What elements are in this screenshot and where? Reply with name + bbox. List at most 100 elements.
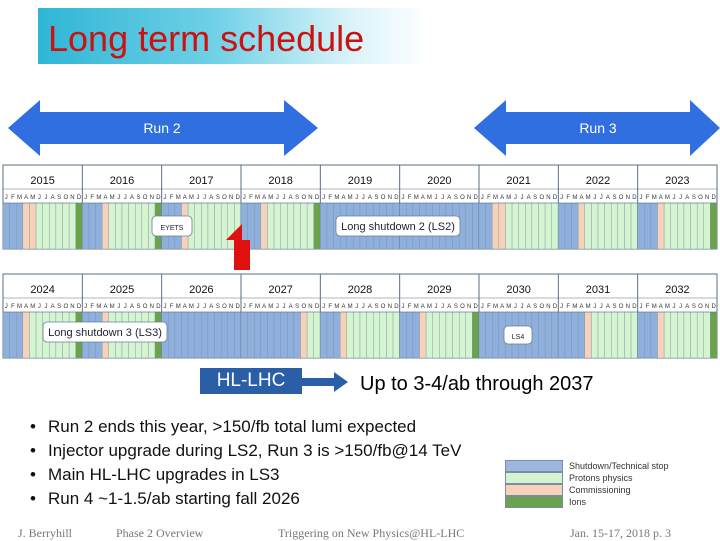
month-letter: F <box>646 195 650 201</box>
month-block <box>703 311 711 359</box>
period-label-box <box>335 215 461 237</box>
year-label: 2029 <box>427 284 451 296</box>
month-block <box>168 311 176 359</box>
month-block <box>485 311 493 359</box>
red-up-arrow <box>226 224 250 270</box>
month-letter: F <box>90 304 94 310</box>
month-block <box>141 202 149 250</box>
month-letter: D <box>553 195 558 201</box>
month-letter: D <box>236 195 241 201</box>
period-label-box <box>151 215 193 237</box>
month-letter: M <box>665 195 670 201</box>
month-block <box>29 202 37 250</box>
month-letter: J <box>276 195 279 201</box>
month-letter: O <box>381 195 386 201</box>
month-letter: S <box>613 195 617 201</box>
month-letter: M <box>572 195 577 201</box>
month-letter: S <box>216 195 220 201</box>
month-letter: F <box>249 304 253 310</box>
month-block <box>478 311 486 359</box>
month-block <box>584 311 592 359</box>
month-letter: O <box>381 304 386 310</box>
month-block <box>445 311 453 359</box>
month-block <box>260 202 268 250</box>
month-letter: F <box>170 195 174 201</box>
month-block <box>121 202 129 250</box>
month-letter: M <box>334 304 339 310</box>
month-letter: M <box>414 195 419 201</box>
year-label: 2030 <box>506 284 530 296</box>
month-letter: N <box>388 195 392 201</box>
month-block <box>564 311 572 359</box>
month-block <box>293 202 301 250</box>
month-letter: M <box>652 304 657 310</box>
month-block <box>518 202 526 250</box>
month-block <box>663 202 671 250</box>
year-label: 2028 <box>348 284 372 296</box>
month-letter: J <box>362 304 365 310</box>
month-block <box>267 202 275 250</box>
month-letter: O <box>619 195 624 201</box>
month-block <box>492 311 500 359</box>
month-letter: F <box>487 195 491 201</box>
month-block <box>379 311 387 359</box>
month-letter: A <box>606 195 610 201</box>
month-letter: F <box>11 304 15 310</box>
month-letter: O <box>460 304 465 310</box>
month-block <box>465 311 473 359</box>
month-letter: S <box>454 304 458 310</box>
bullet-item: Main HL-LHC upgrades in LS3 <box>30 463 461 487</box>
month-block <box>544 202 552 250</box>
month-block <box>399 311 407 359</box>
bullet-item: Run 4 ~1-1.5/ab starting fall 2026 <box>30 487 461 511</box>
month-block <box>227 311 235 359</box>
month-block <box>657 311 665 359</box>
month-block <box>670 311 678 359</box>
month-letter: J <box>401 304 404 310</box>
hl-projection-text: Up to 3-4/ab through 2037 <box>360 373 594 395</box>
run3-label: Run 3 <box>579 120 617 136</box>
month-letter: J <box>481 304 484 310</box>
month-letter: N <box>70 195 74 201</box>
year-label: 2023 <box>665 175 689 187</box>
month-block <box>353 311 361 359</box>
month-block <box>29 311 37 359</box>
month-letter: D <box>315 195 320 201</box>
month-block <box>300 202 308 250</box>
month-block <box>485 202 493 250</box>
month-letter: A <box>289 195 293 201</box>
month-letter: D <box>474 304 479 310</box>
legend-label: Commissioning <box>569 485 631 495</box>
month-block <box>419 311 427 359</box>
month-letter: J <box>322 195 325 201</box>
month-block <box>214 311 222 359</box>
month-letter: J <box>124 304 127 310</box>
month-block <box>439 311 447 359</box>
month-block <box>9 311 17 359</box>
month-letter: M <box>176 195 181 201</box>
month-block <box>551 311 559 359</box>
month-block <box>181 311 189 359</box>
month-letter: A <box>685 195 689 201</box>
month-letter: F <box>408 304 412 310</box>
month-block <box>35 311 43 359</box>
month-letter: M <box>506 195 511 201</box>
legend-item-protons: Protons physics <box>505 472 669 484</box>
month-letter: N <box>308 304 312 310</box>
month-block <box>571 311 579 359</box>
year-label: 2031 <box>586 284 610 296</box>
month-block <box>366 311 374 359</box>
month-letter: D <box>77 304 82 310</box>
month-block <box>42 202 50 250</box>
month-letter: A <box>685 304 689 310</box>
month-block <box>287 311 295 359</box>
month-block <box>458 311 466 359</box>
month-letter: J <box>673 304 676 310</box>
month-letter: M <box>506 304 511 310</box>
month-block <box>346 311 354 359</box>
year-label: 2032 <box>665 284 689 296</box>
month-letter: M <box>189 304 194 310</box>
month-block <box>293 311 301 359</box>
month-block <box>472 202 480 250</box>
month-letter: F <box>566 195 570 201</box>
